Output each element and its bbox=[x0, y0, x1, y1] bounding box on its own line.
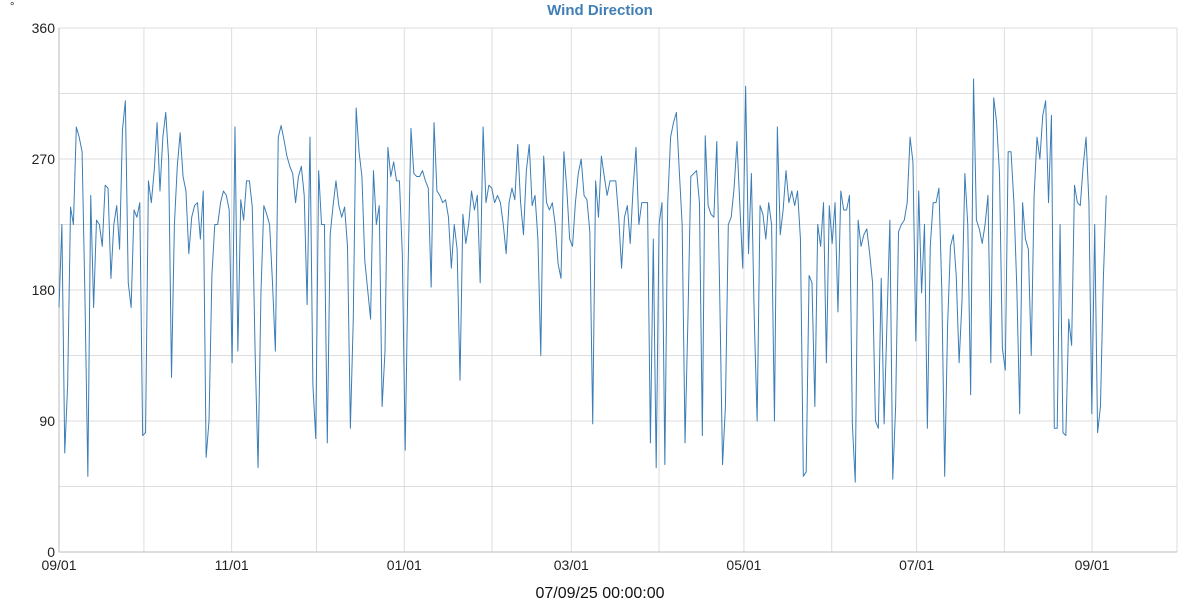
x-tick-label: 03/01 bbox=[554, 557, 589, 573]
axes bbox=[58, 28, 1177, 553]
grid bbox=[58, 27, 1178, 553]
y-tick-label: 360 bbox=[32, 20, 56, 36]
x-tick-label: 09/01 bbox=[41, 557, 76, 573]
tick-labels: 0 90 180 270 360 09/01 11/01 01/01 03/01 05/01 07/… bbox=[32, 20, 1110, 573]
x-tick-label: 07/01 bbox=[899, 557, 934, 573]
chart-footer-timestamp: 07/09/25 00:00:00 bbox=[535, 585, 664, 600]
y-axis-unit: ° bbox=[10, 1, 14, 13]
y-tick-label: 90 bbox=[39, 413, 55, 429]
chart-title: Wind Direction bbox=[547, 2, 653, 19]
y-tick-label: 270 bbox=[32, 151, 56, 167]
y-tick-label: 180 bbox=[32, 282, 56, 298]
x-tick-label: 01/01 bbox=[387, 557, 422, 573]
x-tick-label: 05/01 bbox=[726, 557, 761, 573]
series-line bbox=[58, 78, 1107, 483]
x-tick-label: 11/01 bbox=[215, 557, 249, 573]
x-tick-label: 09/01 bbox=[1075, 557, 1110, 573]
y-tick-label: 0 bbox=[47, 544, 55, 560]
series-layer bbox=[58, 78, 1107, 483]
